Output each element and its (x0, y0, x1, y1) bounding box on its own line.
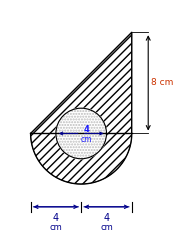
Text: 8 cm: 8 cm (151, 78, 174, 87)
Text: 4: 4 (53, 213, 59, 223)
Text: cm: cm (49, 223, 62, 232)
Polygon shape (56, 108, 107, 159)
Polygon shape (31, 32, 132, 184)
Text: 4: 4 (103, 213, 110, 223)
Text: cm: cm (81, 135, 92, 144)
Text: cm: cm (100, 223, 113, 232)
Text: 4: 4 (83, 124, 89, 134)
